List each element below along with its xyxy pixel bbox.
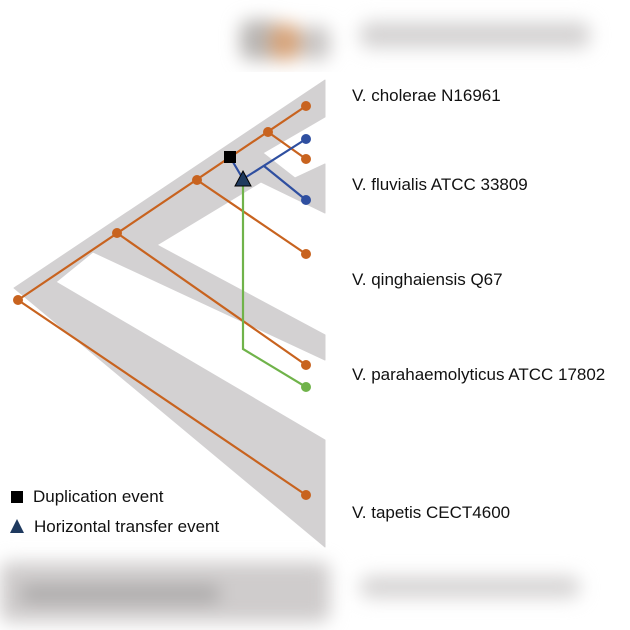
figure-panel: V. cholerae N16961 V. fluvialis ATCC 338… <box>0 72 630 556</box>
transfer-lineage <box>241 177 308 389</box>
species-label: V. fluvialis ATCC 33809 <box>352 175 528 194</box>
blurred-shape <box>300 26 330 60</box>
tree-node <box>192 175 202 185</box>
species-tree <box>13 79 326 548</box>
gene-tree-branch <box>16 298 308 497</box>
gene-tree <box>16 104 308 497</box>
tip-node <box>301 382 311 392</box>
blurred-shape <box>20 586 220 602</box>
triangle-icon <box>10 519 24 533</box>
tip-node <box>301 249 311 259</box>
tip-node <box>301 360 311 370</box>
species-label: V. qinghaiensis Q67 <box>352 270 503 289</box>
tip-node <box>301 134 311 144</box>
blurred-shape <box>360 22 590 48</box>
square-icon <box>11 491 23 503</box>
tree-node <box>112 228 122 238</box>
species-label: V. cholerae N16961 <box>352 86 501 105</box>
blurred-shape <box>360 576 580 598</box>
horizontal-transfer-event-marker <box>234 169 252 187</box>
blurred-shape <box>270 24 300 60</box>
tip-node <box>301 101 311 111</box>
duplicate-lineage-branch <box>262 164 308 202</box>
species-label: V. parahaemolyticus ATCC 17802 <box>352 365 606 384</box>
gene-tree-branch <box>16 104 308 302</box>
transfer-lineage-branch <box>241 177 308 389</box>
duplicate-lineage-branch <box>241 137 308 181</box>
tree-node <box>263 127 273 137</box>
tip-node <box>301 195 311 205</box>
blurred-bottom-band <box>0 556 630 630</box>
species-label: V. tapetis CECT4600 <box>352 503 511 522</box>
gene-tree-nodes <box>13 101 311 500</box>
gene-tree-branch <box>115 231 308 367</box>
legend-item-horizontal-transfer: Horizontal transfer event <box>10 516 219 538</box>
tip-node <box>301 490 311 500</box>
legend-label: Horizontal transfer event <box>34 517 220 536</box>
tip-node <box>301 154 311 164</box>
legend-label: Duplication event <box>33 487 164 506</box>
species-tree-band <box>13 79 326 548</box>
legend-item-duplication: Duplication event <box>10 486 163 508</box>
blurred-top-band <box>0 0 630 72</box>
gene-species-tree <box>13 79 326 548</box>
duplication-event-marker <box>224 151 236 163</box>
gene-tree-branch <box>266 130 308 161</box>
gene-tree-branch <box>195 178 308 256</box>
tree-node <box>13 295 23 305</box>
